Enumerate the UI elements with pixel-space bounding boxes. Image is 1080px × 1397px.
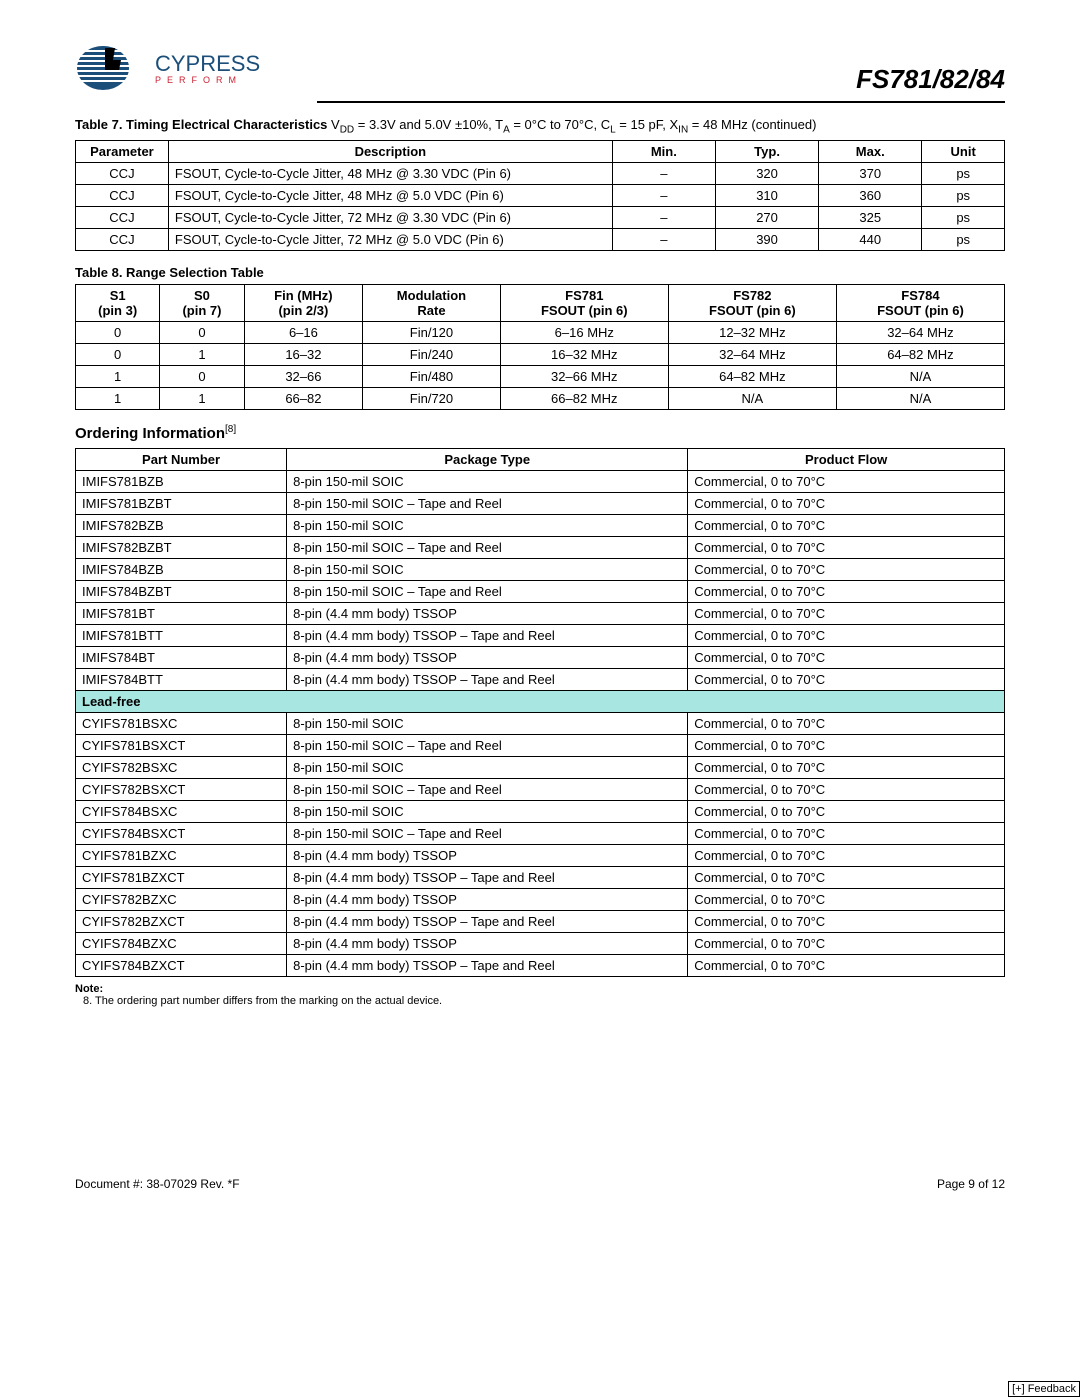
page-number: Page 9 of 12 bbox=[937, 1177, 1005, 1191]
table-row: IMIFS784BZB8-pin 150-mil SOICCommercial,… bbox=[76, 558, 1005, 580]
ordering-heading: Ordering Information[8] bbox=[75, 424, 1005, 442]
table-row: CYIFS782BZXCT8-pin (4.4 mm body) TSSOP –… bbox=[76, 910, 1005, 932]
table-row: 006–16Fin/1206–16 MHz12–32 MHz32–64 MHz bbox=[76, 321, 1005, 343]
logo-tagline: PERFORM bbox=[155, 75, 260, 85]
feedback-label: Feedback bbox=[1028, 1383, 1076, 1395]
table-row: CYIFS781BSXCT8-pin 150-mil SOIC – Tape a… bbox=[76, 734, 1005, 756]
table-row: IMIFS784BT8-pin (4.4 mm body) TSSOPComme… bbox=[76, 646, 1005, 668]
page-footer: Document #: 38-07029 Rev. *F Page 9 of 1… bbox=[75, 1177, 1005, 1191]
logo-name: CYPRESS bbox=[155, 51, 260, 77]
table7-caption: Table 7. Timing Electrical Characteristi… bbox=[75, 117, 1005, 136]
table-row: CYIFS782BSXC8-pin 150-mil SOICCommercial… bbox=[76, 756, 1005, 778]
table-row: CCJFSOUT, Cycle-to-Cycle Jitter, 72 MHz … bbox=[76, 228, 1005, 250]
table-row: IMIFS782BZBT8-pin 150-mil SOIC – Tape an… bbox=[76, 536, 1005, 558]
table-header: Package Type bbox=[287, 448, 688, 470]
logo-mark-icon bbox=[75, 40, 155, 95]
timing-characteristics-table: ParameterDescriptionMin.Typ.Max.Unit CCJ… bbox=[75, 140, 1005, 251]
table-row: CYIFS784BZXCT8-pin (4.4 mm body) TSSOP –… bbox=[76, 954, 1005, 976]
table-header: Description bbox=[168, 140, 612, 162]
lead-free-row: Lead-free bbox=[76, 690, 1005, 712]
table-row: CYIFS784BSXC8-pin 150-mil SOICCommercial… bbox=[76, 800, 1005, 822]
table-row: IMIFS781BZB8-pin 150-mil SOICCommercial,… bbox=[76, 470, 1005, 492]
header-rule bbox=[317, 101, 1005, 103]
table-header: Parameter bbox=[76, 140, 169, 162]
table-header: S0(pin 7) bbox=[160, 284, 244, 321]
ordering-information-table: Part NumberPackage TypeProduct Flow IMIF… bbox=[75, 448, 1005, 977]
table-header: Min. bbox=[612, 140, 715, 162]
table-row: CYIFS781BSXC8-pin 150-mil SOICCommercial… bbox=[76, 712, 1005, 734]
table-row: 1032–66Fin/48032–66 MHz64–82 MHzN/A bbox=[76, 365, 1005, 387]
table-row: IMIFS781BTT8-pin (4.4 mm body) TSSOP – T… bbox=[76, 624, 1005, 646]
table-header: Product Flow bbox=[688, 448, 1005, 470]
table8-caption: Table 8. Range Selection Table bbox=[75, 265, 1005, 280]
table-row: CCJFSOUT, Cycle-to-Cycle Jitter, 72 MHz … bbox=[76, 206, 1005, 228]
table-row: CYIFS784BSXCT8-pin 150-mil SOIC – Tape a… bbox=[76, 822, 1005, 844]
table-header: FS784FSOUT (pin 6) bbox=[836, 284, 1004, 321]
table-header: Max. bbox=[819, 140, 922, 162]
table-row: IMIFS782BZB8-pin 150-mil SOICCommercial,… bbox=[76, 514, 1005, 536]
table-row: CCJFSOUT, Cycle-to-Cycle Jitter, 48 MHz … bbox=[76, 184, 1005, 206]
feedback-button[interactable]: [+] Feedback bbox=[1008, 1381, 1080, 1397]
part-number-title: FS781/82/84 bbox=[856, 64, 1005, 95]
table-row: IMIFS781BZBT8-pin 150-mil SOIC – Tape an… bbox=[76, 492, 1005, 514]
table-row: CYIFS782BZXC8-pin (4.4 mm body) TSSOPCom… bbox=[76, 888, 1005, 910]
range-selection-table: S1(pin 3)S0(pin 7)Fin (MHz)(pin 2/3)Modu… bbox=[75, 284, 1005, 410]
table-row: IMIFS784BTT8-pin (4.4 mm body) TSSOP – T… bbox=[76, 668, 1005, 690]
note-heading: Note: bbox=[75, 983, 1005, 995]
table-header: Part Number bbox=[76, 448, 287, 470]
table-header: FS781FSOUT (pin 6) bbox=[500, 284, 668, 321]
logo: CYPRESS PERFORM bbox=[75, 40, 260, 95]
table-header: Typ. bbox=[715, 140, 818, 162]
table-row: CYIFS781BZXCT8-pin (4.4 mm body) TSSOP –… bbox=[76, 866, 1005, 888]
table-header: Fin (MHz)(pin 2/3) bbox=[244, 284, 363, 321]
table-header: FS782FSOUT (pin 6) bbox=[668, 284, 836, 321]
note-text: 8. The ordering part number differs from… bbox=[83, 995, 1005, 1007]
page-header: CYPRESS PERFORM FS781/82/84 bbox=[75, 40, 1005, 95]
table-row: 1166–82Fin/72066–82 MHzN/AN/A bbox=[76, 387, 1005, 409]
table-row: CYIFS782BSXCT8-pin 150-mil SOIC – Tape a… bbox=[76, 778, 1005, 800]
table-row: 0116–32Fin/24016–32 MHz32–64 MHz64–82 MH… bbox=[76, 343, 1005, 365]
table-row: CYIFS784BZXC8-pin (4.4 mm body) TSSOPCom… bbox=[76, 932, 1005, 954]
table-header: Unit bbox=[922, 140, 1005, 162]
table-header: ModulationRate bbox=[363, 284, 501, 321]
table-row: IMIFS781BT8-pin (4.4 mm body) TSSOPComme… bbox=[76, 602, 1005, 624]
table-header: S1(pin 3) bbox=[76, 284, 160, 321]
table-row: CYIFS781BZXC8-pin (4.4 mm body) TSSOPCom… bbox=[76, 844, 1005, 866]
plus-icon: [+] bbox=[1012, 1383, 1025, 1395]
table-row: CCJFSOUT, Cycle-to-Cycle Jitter, 48 MHz … bbox=[76, 162, 1005, 184]
table-row: IMIFS784BZBT8-pin 150-mil SOIC – Tape an… bbox=[76, 580, 1005, 602]
document-number: Document #: 38-07029 Rev. *F bbox=[75, 1177, 240, 1191]
